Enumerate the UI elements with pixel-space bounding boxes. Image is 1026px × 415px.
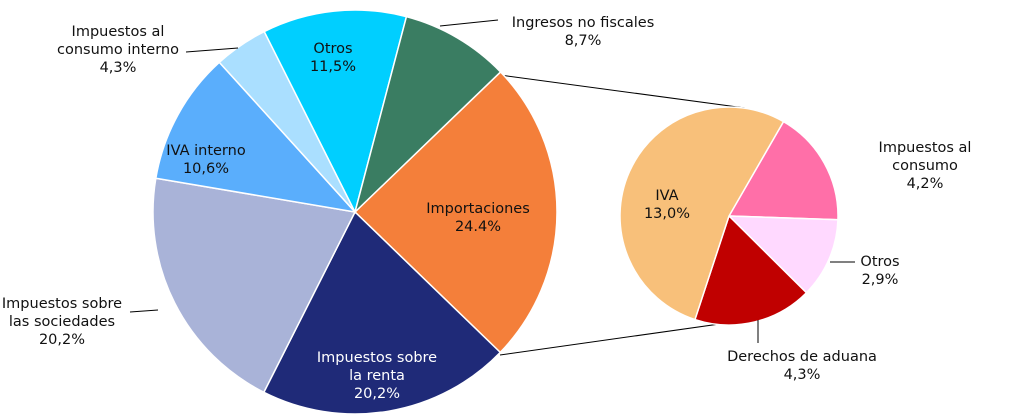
value-label: 24.4%	[454, 219, 502, 235]
pie-slice	[727, 215, 839, 294]
slice-label: IVA 13,0%	[644, 187, 690, 223]
pie-slice	[262, 210, 502, 415]
value-label: 20,2%	[353, 386, 401, 402]
value-label: 2,9%	[861, 272, 899, 288]
slice-label: Importaciones 24.4%	[426, 200, 530, 236]
slice-label: Impuestos al consumo 4,2%	[875, 139, 976, 193]
leader-line	[185, 47, 239, 53]
slice-label: Impuestos sobre las sociedades 20,2%	[2, 295, 122, 349]
category: Impuestos sobre las sociedades	[1, 296, 123, 330]
pie-slice	[263, 9, 408, 215]
connector	[499, 74, 746, 109]
slice-label: Otros 2,9%	[860, 253, 899, 289]
pie-slice	[694, 214, 808, 326]
value-label: 8,7%	[564, 33, 602, 49]
value-label: 20,2%	[38, 332, 86, 348]
pie-slice	[154, 61, 358, 214]
slice-label: Otros 11,5%	[310, 40, 356, 76]
category: Impuestos al consumo	[878, 140, 972, 174]
pie-slice	[353, 70, 558, 354]
category: Impuestos al consumo interno	[57, 24, 179, 58]
category: Otros	[860, 254, 900, 270]
slice-label: Impuestos al consumo interno 4,3%	[57, 23, 179, 77]
value-label: 13,0%	[643, 206, 691, 222]
value-label: 4,3%	[783, 367, 821, 383]
value-label: 4,2%	[906, 176, 944, 192]
slice-label: IVA interno 10,6%	[166, 142, 245, 178]
leader-line	[129, 309, 159, 313]
category: Otros	[313, 41, 353, 57]
value-label: 11,5%	[309, 59, 357, 75]
leader-line	[439, 19, 499, 27]
value-label: 4,3%	[99, 60, 137, 76]
slice-label: Impuestos sobre la renta 20,2%	[317, 349, 437, 403]
category: IVA	[655, 188, 679, 204]
pie-slice	[353, 15, 502, 215]
category: Importaciones	[426, 201, 530, 217]
category: Derechos de aduana	[727, 349, 877, 365]
category: Ingresos no fiscales	[511, 15, 655, 31]
pie-slice	[152, 177, 357, 394]
category: IVA interno	[166, 143, 246, 159]
pie-slice	[727, 120, 839, 221]
pie-slice	[619, 106, 785, 321]
category: Impuestos sobre la renta	[316, 350, 438, 384]
value-label: 10,6%	[182, 161, 230, 177]
slice-label: Ingresos no fiscales 8,7%	[512, 14, 655, 50]
slice-label: Derechos de aduana 4,3%	[727, 348, 877, 384]
